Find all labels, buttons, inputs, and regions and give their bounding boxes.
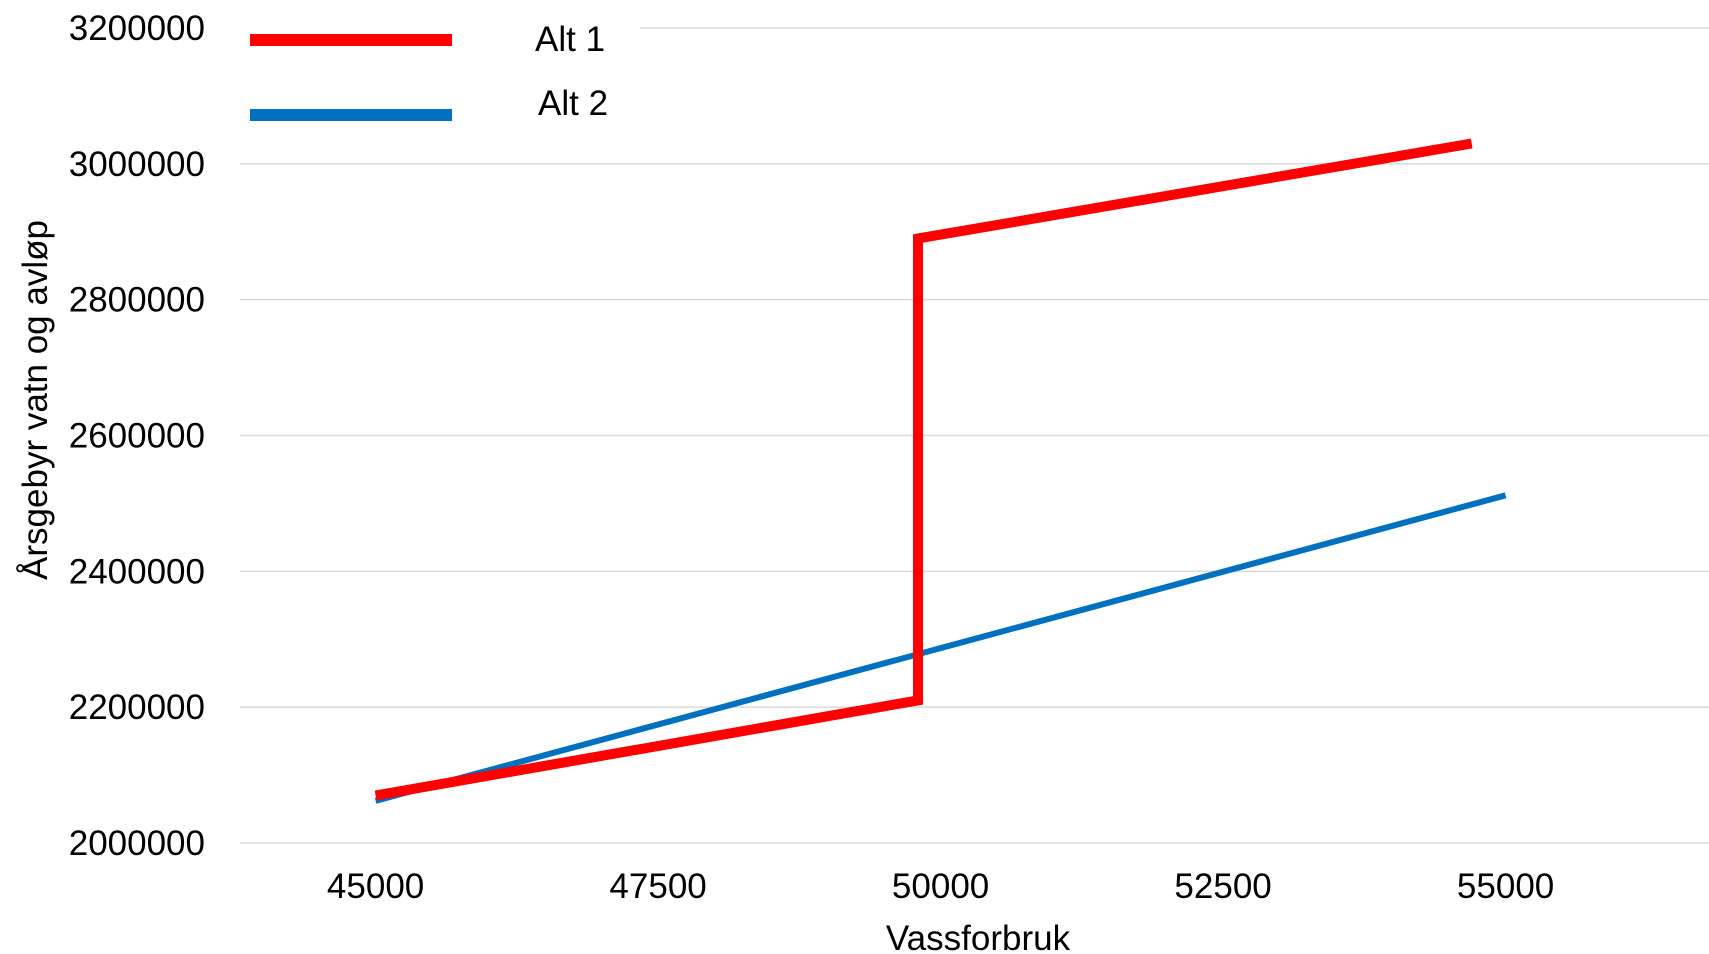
y-tick-label: 2200000 <box>69 688 205 727</box>
legend: Alt 1 Alt 2 <box>250 20 608 123</box>
series-lines <box>374 138 1507 804</box>
gridlines <box>240 27 1709 844</box>
x-axis-title: Vassforbruk <box>886 919 1071 954</box>
x-tick-label: 47500 <box>609 867 706 906</box>
y-tick-label: 3200000 <box>69 9 205 48</box>
x-tick-label: 45000 <box>327 867 424 906</box>
y-tick-label: 2800000 <box>69 281 205 320</box>
y-tick-label: 2000000 <box>69 824 205 863</box>
y-axis-ticks: 2000000 2200000 2400000 2600000 2800000 30000… <box>69 9 205 863</box>
x-tick-label: 50000 <box>892 867 989 906</box>
x-tick-label: 52500 <box>1174 867 1271 906</box>
y-tick-label: 2400000 <box>69 552 205 591</box>
y-tick-label: 2600000 <box>69 417 205 456</box>
legend-label: Alt 2 <box>538 84 608 123</box>
x-tick-label: 55000 <box>1457 867 1554 906</box>
x-axis-ticks: 45000 47500 50000 52500 55000 <box>327 867 1554 906</box>
legend-label: Alt 1 <box>535 20 605 59</box>
y-axis-title: Årsgebyr vatn og avløp <box>16 220 55 580</box>
series-line-alt-1 <box>374 138 1473 801</box>
series-line-alt-2 <box>374 492 1507 804</box>
y-tick-label: 3000000 <box>69 145 205 184</box>
